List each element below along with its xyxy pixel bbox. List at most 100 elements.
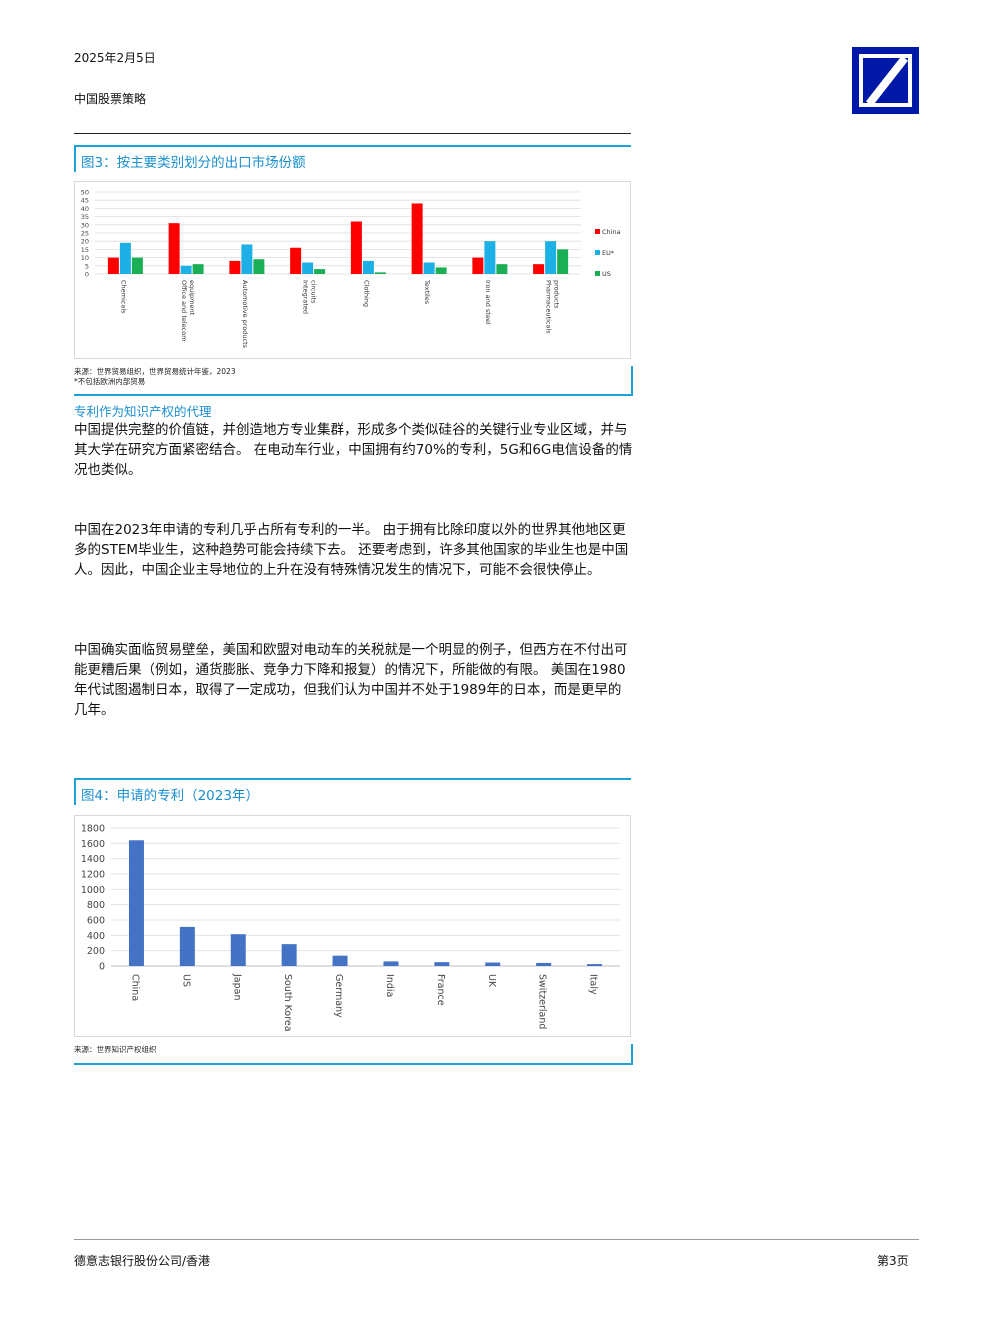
y-tick-label: 50 bbox=[81, 189, 89, 197]
bar bbox=[383, 961, 399, 966]
bar-china bbox=[229, 260, 241, 274]
bar bbox=[281, 944, 297, 966]
bar-eu bbox=[119, 242, 131, 274]
page-number: 第3页 bbox=[877, 1254, 909, 1268]
bar-us bbox=[192, 264, 204, 274]
x-tick-label: Integratedcircuits bbox=[302, 280, 318, 314]
y-tick-label: 5 bbox=[85, 262, 89, 270]
y-tick-label: 1800 bbox=[81, 824, 105, 835]
x-tick-label: Textiles bbox=[423, 279, 431, 305]
bar-china bbox=[350, 221, 362, 274]
x-tick-label: China bbox=[129, 974, 140, 1001]
y-tick-label: 600 bbox=[87, 916, 105, 927]
x-tick-label: South Korea bbox=[282, 974, 293, 1032]
bar-eu bbox=[545, 241, 557, 274]
x-tick-label-line: Office and telecom bbox=[180, 280, 188, 342]
figure3-note: *不包括欧洲内部贸易 bbox=[74, 377, 146, 386]
report-date: 2025年2月5日 bbox=[74, 51, 156, 65]
x-tick-label: Clothing bbox=[362, 280, 370, 307]
x-tick-label: India bbox=[384, 974, 395, 997]
x-tick-label: Chemicals bbox=[119, 280, 127, 314]
bar-us bbox=[131, 257, 143, 274]
bar bbox=[128, 840, 144, 966]
y-tick-label: 1000 bbox=[81, 885, 105, 896]
x-tick-label: Italy bbox=[588, 974, 599, 995]
y-tick-label: 25 bbox=[81, 230, 89, 238]
x-tick-label-line: Integrated bbox=[302, 280, 310, 314]
y-tick-label: 35 bbox=[81, 213, 89, 221]
x-tick-label: Germany bbox=[333, 974, 344, 1018]
bar-china bbox=[533, 264, 545, 274]
figure3-title: 图3：按主要类别划分的出口市场份额 bbox=[81, 155, 306, 171]
figure4-source-box: 来源：世界知识产权组织 bbox=[74, 1044, 633, 1065]
bar bbox=[230, 934, 246, 966]
x-tick-label: UK bbox=[486, 974, 497, 988]
x-tick-label: Japan bbox=[231, 973, 242, 1001]
bar-eu bbox=[484, 241, 496, 274]
legend-swatch bbox=[595, 229, 600, 234]
footer-divider bbox=[74, 1239, 919, 1240]
legend-label: US bbox=[602, 270, 611, 278]
legend-label: EU* bbox=[602, 249, 615, 257]
bar-china bbox=[472, 257, 484, 274]
report-subtitle: 中国股票策略 bbox=[74, 92, 147, 106]
figure3-source-box: 来源：世界贸易组织，世界贸易统计年鉴，2023 *不包括欧洲内部贸易 bbox=[74, 366, 633, 396]
x-tick-label: Iron and steel bbox=[484, 280, 492, 325]
bar-eu bbox=[423, 262, 435, 274]
x-tick-label-line: Pharmaceuticals bbox=[545, 280, 553, 334]
bar bbox=[485, 962, 501, 966]
figure4-title-bar: 图4：申请的专利（2023年） bbox=[74, 778, 631, 805]
y-tick-label: 30 bbox=[81, 221, 89, 229]
y-tick-label: 10 bbox=[81, 254, 89, 262]
bar-china bbox=[290, 247, 302, 274]
y-tick-label: 1200 bbox=[81, 870, 105, 881]
figure3-chart: 0 5 10 15 20 25 30 35 40 45 50 Chemicals Office and … bbox=[74, 181, 631, 359]
bar bbox=[587, 964, 603, 966]
bar-china bbox=[107, 257, 119, 274]
bar bbox=[179, 926, 195, 966]
deutsche-bank-logo bbox=[852, 47, 919, 114]
paragraph-2: 中国在2023年申请的专利几乎占所有专利的一半。 由于拥有比除印度以外的世界其他… bbox=[74, 522, 629, 578]
x-tick-label-line: equipment bbox=[188, 280, 196, 316]
x-tick-label-line: Chemicals bbox=[119, 280, 127, 314]
bar-us bbox=[253, 259, 265, 274]
x-tick-label-line: circuits bbox=[310, 280, 318, 304]
y-tick-label: 0 bbox=[99, 962, 105, 973]
bar-us bbox=[314, 269, 326, 274]
y-tick-label: 40 bbox=[81, 205, 89, 213]
bar-us bbox=[374, 272, 386, 274]
x-tick-label: Automotive products bbox=[241, 280, 249, 349]
paragraph-3: 中国确实面临贸易壁垒，美国和欧盟对电动车的关税就是一个明显的例子，但西方在不付出… bbox=[74, 642, 628, 718]
x-tick-label-line: Iron and steel bbox=[484, 280, 492, 325]
bar-eu bbox=[302, 262, 314, 274]
bar-eu bbox=[180, 265, 192, 274]
figure4-chart-svg: 0 200 400 600 800 1000 1200 1400 1600 1800 China US… bbox=[81, 824, 620, 1032]
x-tick-label-line: products bbox=[553, 280, 561, 309]
bar-us bbox=[557, 249, 569, 274]
y-tick-label: 400 bbox=[87, 931, 105, 942]
y-tick-label: 45 bbox=[81, 197, 89, 205]
y-tick-label: 20 bbox=[81, 238, 89, 246]
bar-eu bbox=[241, 244, 253, 274]
y-tick-label: 0 bbox=[85, 271, 89, 279]
bar-us bbox=[496, 264, 508, 274]
header-divider bbox=[74, 133, 631, 134]
y-tick-label: 200 bbox=[87, 946, 105, 957]
bar-china bbox=[411, 203, 423, 274]
y-tick-label: 800 bbox=[87, 900, 105, 911]
figure4-chart: 0 200 400 600 800 1000 1200 1400 1600 1800 China US… bbox=[74, 815, 631, 1037]
x-tick-label: Office and telecomequipment bbox=[180, 280, 196, 342]
bar-china bbox=[168, 223, 180, 274]
x-tick-label-line: Textiles bbox=[423, 279, 431, 305]
figure4-source: 来源：世界知识产权组织 bbox=[74, 1045, 157, 1054]
bar bbox=[536, 962, 552, 966]
legend-swatch bbox=[595, 271, 600, 276]
footer-company: 德意志银行股份公司/香港 bbox=[74, 1254, 211, 1268]
paragraph-1: 中国提供完整的价值链，并创造地方专业集群，形成多个类似硅谷的关键行业专业区域，并… bbox=[74, 422, 633, 478]
section-heading: 专利作为知识产权的代理 bbox=[74, 404, 212, 419]
legend-label: China bbox=[602, 228, 621, 236]
bar bbox=[434, 962, 450, 966]
figure4-title: 图4：申请的专利（2023年） bbox=[81, 788, 259, 804]
bar bbox=[332, 955, 348, 966]
